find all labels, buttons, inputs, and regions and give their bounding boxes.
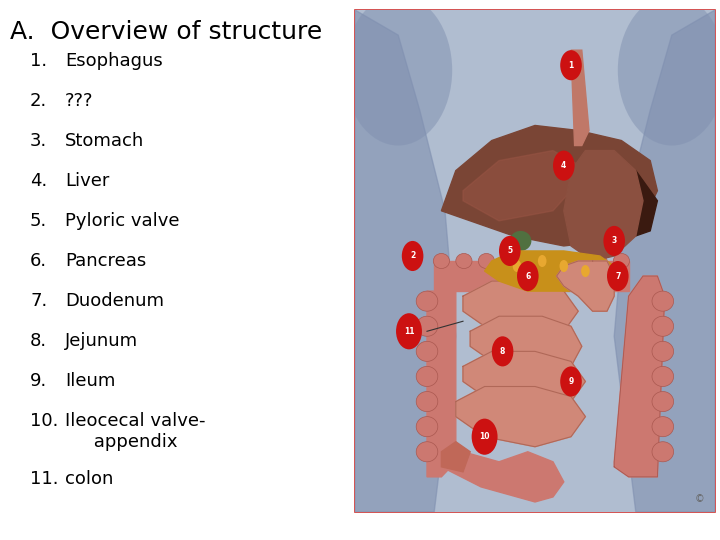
Ellipse shape [478, 253, 495, 268]
Text: 6: 6 [525, 272, 531, 281]
Polygon shape [463, 352, 585, 411]
Ellipse shape [652, 392, 674, 411]
Circle shape [492, 336, 513, 367]
Text: 11.: 11. [30, 470, 58, 488]
Polygon shape [485, 251, 614, 291]
Text: Esophagus: Esophagus [65, 52, 163, 70]
Polygon shape [456, 387, 585, 447]
Ellipse shape [416, 442, 438, 462]
Polygon shape [427, 291, 456, 477]
Text: Pancreas: Pancreas [65, 252, 146, 270]
Polygon shape [441, 452, 564, 502]
Polygon shape [571, 50, 589, 146]
Text: ???: ??? [65, 92, 94, 110]
Ellipse shape [652, 341, 674, 361]
Ellipse shape [546, 253, 562, 268]
Polygon shape [614, 10, 715, 512]
Text: 4.: 4. [30, 172, 48, 190]
Circle shape [603, 226, 625, 256]
Circle shape [513, 260, 521, 272]
Polygon shape [434, 261, 629, 291]
Polygon shape [564, 151, 643, 261]
Text: 4: 4 [561, 161, 567, 170]
Ellipse shape [416, 367, 438, 387]
Polygon shape [470, 316, 582, 376]
Text: 9.: 9. [30, 372, 48, 390]
Text: 5: 5 [507, 246, 513, 255]
Text: 8: 8 [500, 347, 505, 356]
Polygon shape [614, 276, 665, 477]
Polygon shape [355, 10, 456, 512]
Ellipse shape [416, 291, 438, 311]
Ellipse shape [652, 367, 674, 387]
Circle shape [559, 260, 568, 272]
Text: 9: 9 [568, 377, 574, 386]
Ellipse shape [618, 0, 720, 146]
Text: colon: colon [65, 470, 113, 488]
Circle shape [396, 313, 422, 349]
Polygon shape [607, 171, 657, 241]
Text: 5.: 5. [30, 212, 48, 230]
Text: 3: 3 [611, 237, 617, 245]
Text: Stomach: Stomach [65, 132, 144, 150]
Text: 1: 1 [568, 60, 574, 70]
Ellipse shape [344, 0, 452, 146]
Circle shape [499, 236, 521, 266]
Polygon shape [557, 261, 614, 311]
Text: 10.: 10. [30, 412, 58, 430]
Ellipse shape [416, 392, 438, 411]
Text: 6.: 6. [30, 252, 47, 270]
Ellipse shape [433, 253, 449, 268]
Ellipse shape [652, 291, 674, 311]
Circle shape [402, 241, 423, 271]
Ellipse shape [652, 417, 674, 437]
Text: 1.: 1. [30, 52, 47, 70]
Ellipse shape [652, 316, 674, 336]
Polygon shape [463, 281, 578, 341]
Ellipse shape [523, 253, 539, 268]
Ellipse shape [416, 316, 438, 336]
Circle shape [472, 418, 498, 455]
Ellipse shape [652, 442, 674, 462]
Ellipse shape [501, 253, 517, 268]
Text: A.  Overview of structure: A. Overview of structure [10, 20, 323, 44]
Circle shape [581, 265, 590, 277]
Text: Pyloric valve: Pyloric valve [65, 212, 179, 230]
Text: Liver: Liver [65, 172, 109, 190]
Text: Ileum: Ileum [65, 372, 115, 390]
Polygon shape [441, 442, 470, 472]
Text: 7.: 7. [30, 292, 48, 310]
Text: 2: 2 [410, 252, 415, 260]
Text: 7: 7 [615, 272, 621, 281]
Circle shape [607, 261, 629, 291]
Text: 2.: 2. [30, 92, 48, 110]
Ellipse shape [613, 253, 629, 268]
Ellipse shape [416, 341, 438, 361]
Circle shape [560, 50, 582, 80]
Circle shape [517, 261, 539, 291]
Circle shape [538, 255, 546, 267]
Circle shape [560, 367, 582, 396]
Bar [355, 10, 715, 512]
Text: 8.: 8. [30, 332, 47, 350]
Ellipse shape [456, 253, 472, 268]
Ellipse shape [416, 417, 438, 437]
Text: 3.: 3. [30, 132, 48, 150]
Ellipse shape [591, 253, 607, 268]
Polygon shape [441, 125, 657, 246]
Text: 11: 11 [404, 327, 414, 336]
Text: Ileocecal valve-
     appendix: Ileocecal valve- appendix [65, 412, 205, 451]
Circle shape [553, 151, 575, 181]
Ellipse shape [510, 231, 531, 251]
Ellipse shape [568, 253, 585, 268]
Text: 10: 10 [480, 432, 490, 441]
Text: Duodenum: Duodenum [65, 292, 164, 310]
Polygon shape [463, 151, 589, 221]
Text: ©: © [695, 495, 704, 504]
Text: Jejunum: Jejunum [65, 332, 138, 350]
